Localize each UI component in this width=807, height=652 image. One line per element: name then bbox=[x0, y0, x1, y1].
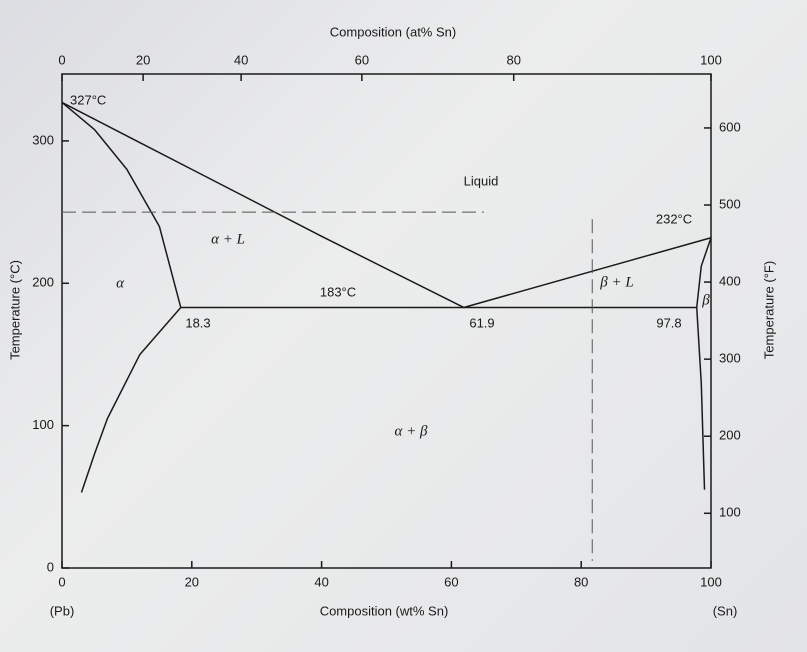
y2-tick-label: 300 bbox=[719, 351, 741, 366]
phase-boundary bbox=[695, 307, 706, 490]
region-label: 61.9 bbox=[469, 315, 494, 330]
x-tick-label: 0 bbox=[58, 574, 65, 589]
x2-tick-label: 0 bbox=[58, 52, 65, 67]
region-label: 327°C bbox=[70, 92, 106, 107]
x2-tick-label: 100 bbox=[700, 52, 722, 67]
y-tick-label: 0 bbox=[47, 559, 54, 574]
phase-boundary bbox=[61, 101, 465, 309]
y2-tick-label: 100 bbox=[719, 505, 741, 520]
phase-boundary bbox=[61, 101, 182, 308]
top-axis-title: Composition (at% Sn) bbox=[330, 24, 456, 39]
y2-axis-title: Temperature (°F) bbox=[761, 261, 776, 359]
x-tick-label: 20 bbox=[185, 574, 199, 589]
region-label: 97.8 bbox=[656, 315, 681, 330]
region-label: Liquid bbox=[464, 173, 499, 188]
y2-tick-label: 200 bbox=[719, 428, 741, 443]
region-label: α + β bbox=[395, 423, 428, 439]
region-label: β + L bbox=[599, 274, 633, 290]
y2-tick-label: 400 bbox=[719, 274, 741, 289]
y2-tick-label: 600 bbox=[719, 119, 741, 134]
region-label: α + L bbox=[211, 231, 245, 247]
x-tick-label: 60 bbox=[444, 574, 458, 589]
region-label: 183°C bbox=[320, 284, 356, 299]
x2-tick-label: 40 bbox=[234, 52, 248, 67]
phase-boundary bbox=[463, 236, 712, 309]
y-axis-title: Temperature (°C) bbox=[7, 260, 22, 360]
right-end-label: (Sn) bbox=[713, 603, 738, 618]
x-tick-label: 40 bbox=[314, 574, 328, 589]
x-axis-title: Composition (wt% Sn) bbox=[320, 603, 449, 618]
x2-tick-label: 60 bbox=[355, 52, 369, 67]
y-tick-label: 300 bbox=[32, 132, 54, 147]
y-tick-label: 100 bbox=[32, 417, 54, 432]
region-label: β bbox=[701, 292, 710, 308]
region-label: 18.3 bbox=[185, 315, 210, 330]
y2-tick-label: 500 bbox=[719, 196, 741, 211]
x2-tick-label: 20 bbox=[136, 52, 150, 67]
x-tick-label: 80 bbox=[574, 574, 588, 589]
x2-tick-label: 80 bbox=[506, 52, 520, 67]
y-tick-label: 200 bbox=[32, 275, 54, 290]
plot-frame bbox=[61, 73, 712, 569]
region-label: 232°C bbox=[656, 211, 692, 226]
region-label: α bbox=[116, 275, 125, 291]
phase-boundary bbox=[80, 306, 182, 493]
phase-boundary bbox=[695, 237, 712, 308]
left-end-label: (Pb) bbox=[50, 603, 75, 618]
x-tick-label: 100 bbox=[700, 574, 722, 589]
